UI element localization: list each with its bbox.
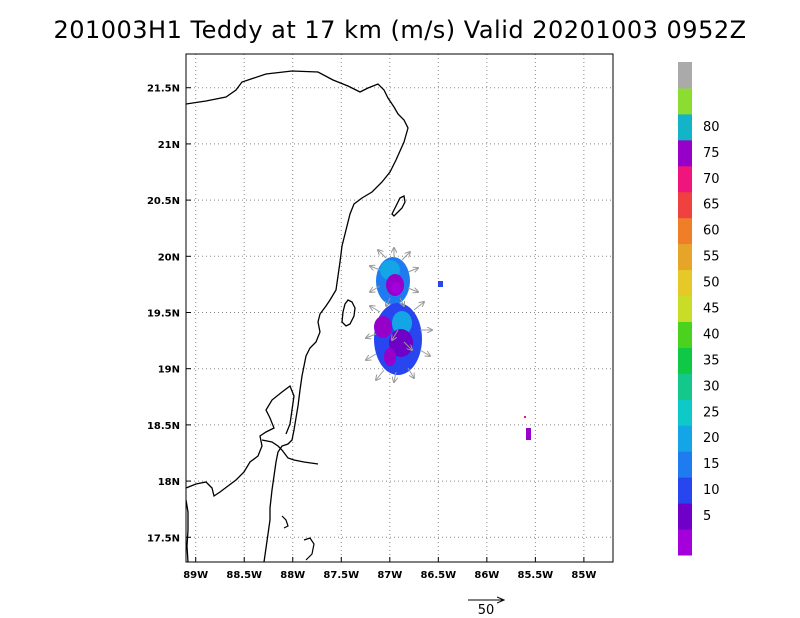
wind-cell-south-core-3 xyxy=(384,348,396,366)
lon-tick-label: 87W xyxy=(377,570,402,581)
colorbar-label: 25 xyxy=(703,405,720,420)
colorbar-segment xyxy=(678,373,692,400)
colorbar-label: 80 xyxy=(703,120,720,135)
colorbar-segment xyxy=(678,503,692,530)
lon-tick-label: 88W xyxy=(280,570,305,581)
colorbar-segment xyxy=(678,347,692,374)
colorbar-segment xyxy=(678,62,692,89)
colorbar-label: 50 xyxy=(703,276,720,291)
lat-tick-label: 21N xyxy=(158,140,180,151)
colorbar-label: 30 xyxy=(703,379,720,394)
wind-cell-isolated-dot xyxy=(524,416,526,418)
colorbar-segment xyxy=(678,451,692,478)
latitude-tick-labels: 17.5N 18N 18.5N 19N 19.5N 20N 20.5N 21N 21.5N xyxy=(147,84,191,544)
lat-tick-label: 21.5N xyxy=(147,84,180,95)
lon-tick-label: 85W xyxy=(571,570,596,581)
colorbar-segment xyxy=(678,425,692,452)
coastline xyxy=(186,70,409,562)
wind-cell-north-inner xyxy=(391,282,401,294)
colorbar-label: 40 xyxy=(703,327,720,342)
longitude-tick-labels: 89W 88.5W 88W 87.5W 87W 86.5W 86W 85.5W 85W xyxy=(183,557,596,581)
colorbar-segment xyxy=(678,191,692,219)
contoy-island xyxy=(391,195,406,217)
colorbar-segment xyxy=(678,87,692,115)
colorbar-labels: 5 10 15 20 25 30 35 40 45 50 55 60 65 70 75 80 xyxy=(703,120,720,524)
map-grid xyxy=(186,54,613,562)
belize-border xyxy=(186,384,295,498)
colorbar-segment xyxy=(678,165,692,193)
colorbar-label: 70 xyxy=(703,172,720,187)
lat-tick-label: 20N xyxy=(158,252,180,263)
wind-cell-south-edge xyxy=(392,311,412,335)
colorbar-segment xyxy=(678,529,692,556)
colorbar-label: 5 xyxy=(703,509,711,524)
lat-tick-label: 18.5N xyxy=(147,421,180,432)
cozumel-island xyxy=(341,299,356,327)
lon-tick-label: 89W xyxy=(183,570,208,581)
colorbar-label: 20 xyxy=(703,431,720,446)
lon-tick-label: 86.5W xyxy=(420,570,456,581)
lon-tick-label: 87.5W xyxy=(323,570,359,581)
wind-cell-south-core xyxy=(374,316,392,338)
southern-cay xyxy=(303,537,315,561)
reference-vector-label: 50 xyxy=(478,603,495,618)
colorbar-label: 10 xyxy=(703,483,720,498)
colorbar-label: 45 xyxy=(703,302,720,317)
colorbar-segment xyxy=(678,295,692,322)
map-frame xyxy=(185,53,614,563)
colorbar-segment xyxy=(678,399,692,426)
colorbar-label: 65 xyxy=(703,198,720,213)
reef-cay xyxy=(281,515,289,529)
lat-tick-label: 20.5N xyxy=(147,196,180,207)
lon-tick-label: 86W xyxy=(474,570,499,581)
colorbar-label: 60 xyxy=(703,224,720,239)
reference-vector: 50 xyxy=(468,600,504,618)
colorbar-segment xyxy=(678,477,692,504)
colorbar-segment xyxy=(678,321,692,348)
wind-vectors xyxy=(366,248,432,382)
colorbar xyxy=(678,62,692,556)
wind-cell-isolated-southeast xyxy=(526,428,531,440)
colorbar-label: 35 xyxy=(703,353,720,368)
colorbar-segment xyxy=(678,243,692,271)
wind-cell-isolated-east xyxy=(438,281,443,287)
lon-tick-label: 85.5W xyxy=(518,570,554,581)
colorbar-segment xyxy=(678,113,692,141)
inner-bay xyxy=(261,439,319,465)
doppler-wind-field xyxy=(374,257,531,440)
map-title: 201003H1 Teddy at 17 km (m/s) Valid 2020… xyxy=(53,16,747,44)
colorbar-label: 75 xyxy=(703,146,720,161)
lat-tick-label: 17.5N xyxy=(147,533,180,544)
colorbar-label: 55 xyxy=(703,250,720,265)
lon-tick-label: 88.5W xyxy=(226,570,262,581)
colorbar-label: 15 xyxy=(703,457,720,472)
colorbar-segment xyxy=(678,269,692,297)
lat-tick-label: 18N xyxy=(158,477,180,488)
colorbar-segment xyxy=(678,217,692,245)
southern-coast xyxy=(186,499,189,562)
colorbar-segment xyxy=(678,139,692,167)
lat-tick-label: 19N xyxy=(158,365,180,376)
lat-tick-label: 19.5N xyxy=(147,308,180,319)
